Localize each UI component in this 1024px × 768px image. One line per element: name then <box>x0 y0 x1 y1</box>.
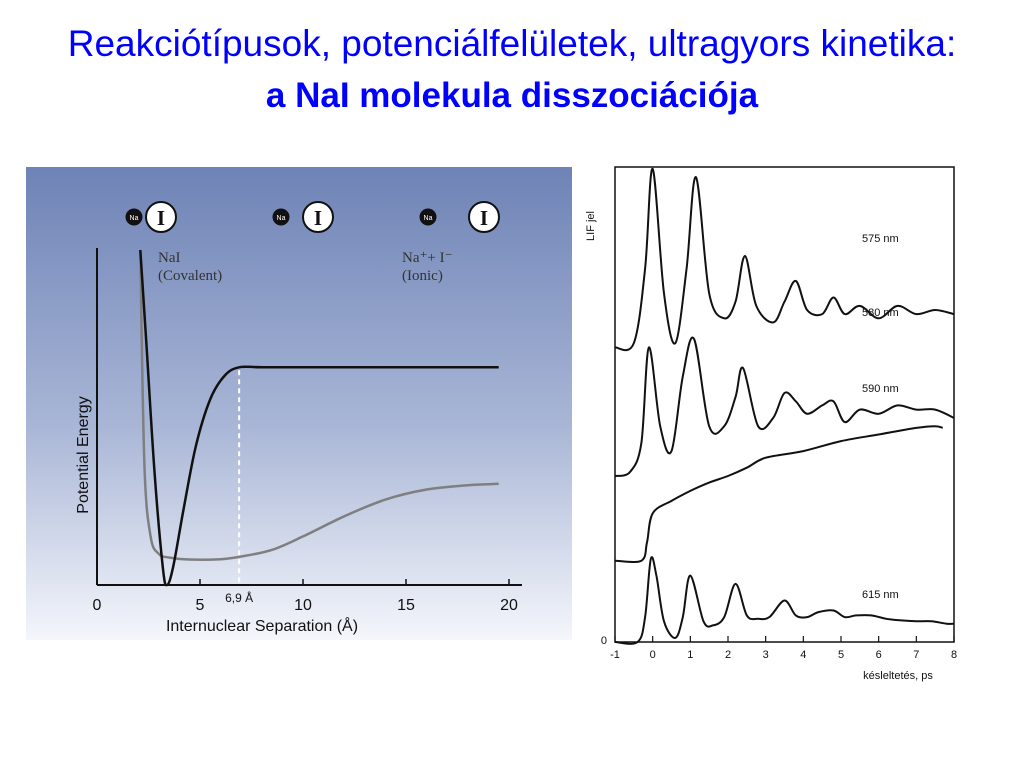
x-tick-label: 1 <box>687 649 693 661</box>
trace-580-nm <box>614 336 955 477</box>
x-tick-label: -1 <box>610 649 620 661</box>
x-tick-label: 7 <box>913 649 919 661</box>
x-tick-label: 15 <box>397 597 415 614</box>
x-tick-label: 0 <box>93 597 102 614</box>
x-tick-label: 5 <box>196 597 205 614</box>
atom-pair-close: Na I <box>125 201 177 233</box>
x-axis-label: késleltetés, ps <box>863 670 933 682</box>
series-label-575: 575 nm <box>862 233 899 245</box>
ionic-label-line1: Na⁺+ I⁻ <box>402 250 453 266</box>
slide-title-line1: Reakciótípusok, potenciálfelületek, ultr… <box>67 23 957 64</box>
atom-pair-medium: Na I <box>272 201 334 233</box>
na-atom-label: Na <box>277 215 286 222</box>
x-tick-label: 6 <box>876 649 882 661</box>
atom-pair-far: Na I <box>419 201 500 233</box>
covalent-curve <box>139 249 499 561</box>
x-tick-label: 5 <box>838 649 844 661</box>
covalent-label-line1: NaI <box>158 250 181 266</box>
i-atom-icon <box>468 201 500 233</box>
x-tick-label: 8 <box>951 649 957 661</box>
covalent-label-line2: (Covalent) <box>158 268 222 284</box>
x-tick-group: -1 0 1 2 3 4 5 6 7 8 <box>610 636 957 661</box>
i-atom-icon <box>145 201 177 233</box>
na-atom-label: Na <box>424 215 433 222</box>
na-atom-icon <box>272 208 290 226</box>
na-atom-label: Na <box>130 215 139 222</box>
series-label-615: 615 nm <box>862 589 899 601</box>
x-tick-label: 0 <box>650 649 656 661</box>
lif-signal-chart: -1 0 1 2 3 4 5 6 7 8 0 LIF jel késleltetés, ps 57… <box>585 166 957 682</box>
x-tick-group: 0 5 10 15 20 <box>93 579 518 614</box>
y-tick-label: 0 <box>601 635 607 647</box>
i-atom-icon <box>302 201 334 233</box>
trace-group <box>614 167 955 645</box>
x-tick-label: 3 <box>763 649 769 661</box>
trace-615-nm <box>614 556 955 645</box>
i-atom-label: I <box>157 206 165 230</box>
slide-title-line2: a NaI molekula disszociációja <box>265 76 759 115</box>
ionic-curve <box>139 249 499 587</box>
plot-frame <box>614 166 955 643</box>
crossing-label: 6,9 Å <box>225 590 253 605</box>
y-axis-label: LIF jel <box>585 211 597 241</box>
y-axis-label: Potential Energy <box>75 396 92 513</box>
x-tick-label: 2 <box>725 649 731 661</box>
ionic-label-line2: (Ionic) <box>402 268 443 284</box>
x-tick-label: 4 <box>800 649 806 661</box>
potential-energy-chart: 0 5 10 15 20 6,9 Å Internuclear Separation (… <box>26 167 572 640</box>
series-label-590: 590 nm <box>862 383 899 395</box>
i-atom-label: I <box>314 206 322 230</box>
chart-background <box>26 167 572 640</box>
x-tick-label: 20 <box>500 597 518 614</box>
trace-575-nm <box>614 167 955 352</box>
na-atom-icon <box>125 208 143 226</box>
i-atom-label: I <box>480 206 488 230</box>
series-label-580: 580 nm <box>862 307 899 319</box>
na-atom-icon <box>419 208 437 226</box>
trace-590-nm <box>614 425 943 564</box>
x-tick-label: 10 <box>294 597 312 614</box>
x-axis-label: Internuclear Separation (Å) <box>166 616 358 635</box>
